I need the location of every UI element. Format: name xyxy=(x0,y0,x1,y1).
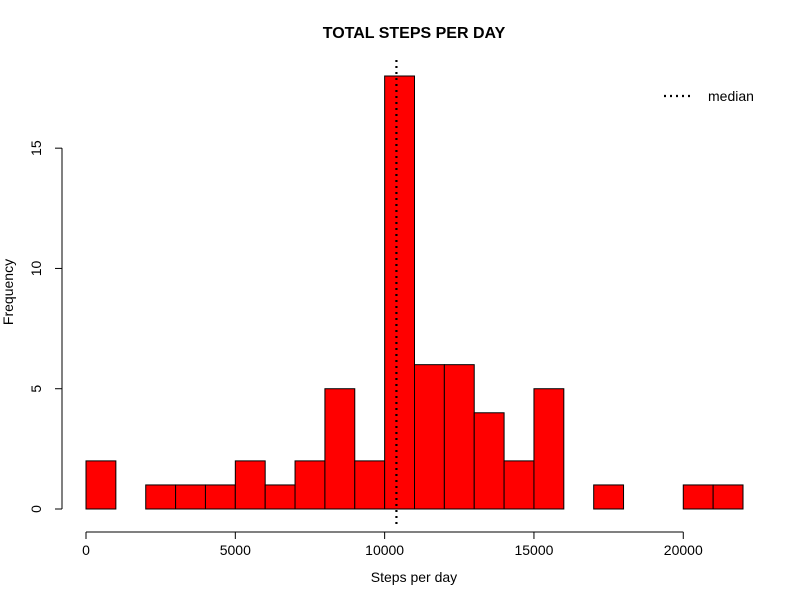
x-axis: 0 5000 10000 15000 20000 xyxy=(82,531,703,558)
histogram-bar xyxy=(324,388,356,510)
x-tick-label: 20000 xyxy=(664,542,703,558)
y-tick-label: 5 xyxy=(28,385,44,393)
histogram-bar xyxy=(682,484,714,510)
histogram-bar xyxy=(503,460,535,510)
x-tick-label: 10000 xyxy=(365,542,404,558)
histogram-bar xyxy=(443,364,475,510)
bars-group xyxy=(85,75,744,510)
histogram-bar xyxy=(414,364,445,510)
histogram-bar xyxy=(264,484,296,510)
x-tick-label: 5000 xyxy=(220,542,251,558)
histogram-bar xyxy=(85,460,117,510)
y-tick-label: 10 xyxy=(28,260,44,276)
histogram-bar xyxy=(473,412,505,510)
x-tick-label: 15000 xyxy=(514,542,553,558)
histogram-bar xyxy=(384,75,415,510)
histogram-bar xyxy=(712,484,744,510)
histogram-bar xyxy=(354,460,386,510)
histogram-bar xyxy=(234,460,266,510)
y-axis-label: Frequency xyxy=(0,259,16,325)
histogram-bar xyxy=(294,460,326,510)
histogram-bar xyxy=(145,484,177,510)
histogram-bar xyxy=(204,484,236,510)
x-tick-label: 0 xyxy=(82,542,90,558)
y-tick-label: 0 xyxy=(28,505,44,513)
y-tick-label: 15 xyxy=(28,140,44,156)
legend-median-label: median xyxy=(708,88,754,104)
histogram-bar xyxy=(533,388,565,510)
histogram-bar xyxy=(175,484,206,510)
chart-title: TOTAL STEPS PER DAY xyxy=(323,25,506,42)
x-axis-label: Steps per day xyxy=(371,569,457,585)
histogram-bar xyxy=(593,484,625,510)
y-axis: 0 5 10 15 xyxy=(28,140,63,513)
legend: median xyxy=(664,88,754,104)
